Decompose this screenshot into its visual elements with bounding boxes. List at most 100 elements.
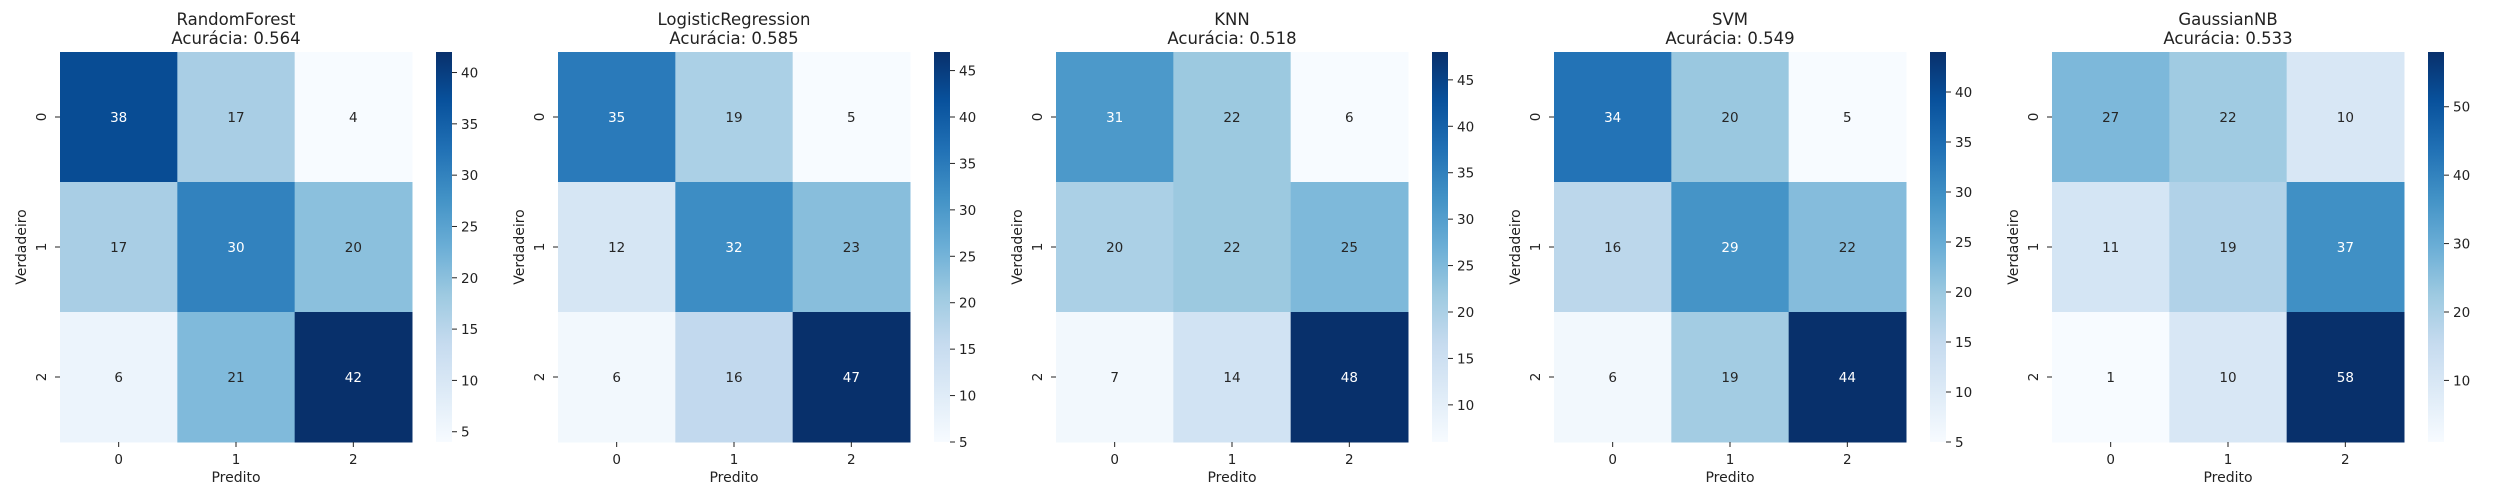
colorbar-tick-label: 25 <box>959 249 976 265</box>
cell-value-label: 22 <box>1223 240 1240 256</box>
colorbar-tick-label: 10 <box>959 389 976 405</box>
cell-value-label: 20 <box>345 240 362 256</box>
cell-value-label: 10 <box>2337 110 2354 126</box>
colorbar-tick-label: 5 <box>959 435 968 451</box>
chart-title-line-0: SVM <box>1712 10 1748 29</box>
heatmap-cell <box>675 52 794 183</box>
cell-value-label: 48 <box>1341 370 1358 386</box>
heatmap-cell <box>1671 312 1790 443</box>
chart-title-line-1: Acurácia: 0.533 <box>2163 29 2292 48</box>
cell-value-label: 16 <box>725 370 742 386</box>
heatmap-cell <box>1671 182 1790 313</box>
colorbar-tick-label: 40 <box>1955 85 1972 101</box>
x-tick-label: 0 <box>114 452 123 468</box>
heatmap-cell <box>1554 182 1672 313</box>
colorbar-tick-label: 25 <box>461 219 478 235</box>
heatmap-cell <box>177 182 296 313</box>
colorbar-tick-label: 25 <box>1955 235 1972 251</box>
cell-value-label: 16 <box>1604 240 1621 256</box>
heatmap-cell <box>177 52 296 183</box>
cell-value-label: 19 <box>725 110 742 126</box>
colorbar-tick-label: 50 <box>2453 100 2470 116</box>
colorbar-tick-label: 35 <box>1955 135 1972 151</box>
y-axis-label: Verdadeiro <box>1010 209 1026 284</box>
heatmap-cell <box>2286 52 2405 183</box>
cell-value-label: 37 <box>2337 240 2354 256</box>
colorbar <box>2428 52 2444 442</box>
heatmap-cell <box>1554 52 1672 183</box>
heatmap-cell <box>2169 312 2288 443</box>
x-tick-label: 2 <box>1843 452 1852 468</box>
cell-value-label: 6 <box>1608 370 1617 386</box>
y-tick-label: 0 <box>2026 113 2042 122</box>
chart-title-line-0: GaussianNB <box>2178 10 2277 29</box>
colorbar-tick-label: 5 <box>461 425 470 441</box>
y-axis-label: Verdadeiro <box>1508 209 1524 284</box>
y-tick-label: 2 <box>2026 373 2042 382</box>
y-tick-label: 2 <box>532 373 548 382</box>
cell-value-label: 22 <box>1223 110 1240 126</box>
colorbar-tick-label: 10 <box>1955 385 1972 401</box>
y-tick-label: 0 <box>1528 113 1544 122</box>
heatmap-cell <box>2052 52 2170 183</box>
x-tick-label: 0 <box>2106 452 2115 468</box>
colorbar-tick-label: 15 <box>461 322 478 338</box>
x-tick-label: 1 <box>1726 452 1735 468</box>
y-tick-label: 1 <box>2026 243 2042 252</box>
colorbar-tick-label: 10 <box>461 373 478 389</box>
heatmap-cell <box>2169 52 2288 183</box>
x-tick-label: 1 <box>730 452 739 468</box>
heatmap-cell <box>558 52 676 183</box>
colorbar <box>1930 52 1946 442</box>
colorbar-tick-label: 15 <box>1457 351 1474 367</box>
cell-value-label: 4 <box>349 110 358 126</box>
cell-value-label: 7 <box>1110 370 1119 386</box>
chart-title-line-0: RandomForest <box>177 10 296 29</box>
cell-value-label: 6 <box>612 370 621 386</box>
cell-value-label: 22 <box>2219 110 2236 126</box>
x-tick-label: 1 <box>2224 452 2233 468</box>
cell-value-label: 34 <box>1604 110 1621 126</box>
colorbar-tick-label: 40 <box>1457 119 1474 135</box>
heatmap-cell <box>1290 52 1409 183</box>
heatmap-cell <box>792 182 911 313</box>
colorbar-tick-label: 20 <box>959 296 976 312</box>
cell-value-label: 6 <box>1345 110 1354 126</box>
y-tick-label: 2 <box>34 373 50 382</box>
cell-value-label: 25 <box>1341 240 1358 256</box>
heatmap-cell <box>675 312 794 443</box>
y-tick-label: 1 <box>34 243 50 252</box>
colorbar-tick-label: 30 <box>1457 212 1474 228</box>
x-tick-label: 0 <box>1608 452 1617 468</box>
colorbar-tick-label: 15 <box>1955 335 1972 351</box>
colorbar-tick-label: 20 <box>1955 285 1972 301</box>
heatmap-cell <box>1788 52 1907 183</box>
chart-title-line-1: Acurácia: 0.564 <box>171 29 300 48</box>
heatmap-cell <box>2286 182 2405 313</box>
cell-value-label: 29 <box>1721 240 1738 256</box>
heatmap-cell <box>60 52 178 183</box>
y-axis-label: Verdadeiro <box>512 209 528 284</box>
y-tick-label: 2 <box>1030 373 1046 382</box>
cell-value-label: 14 <box>1223 370 1240 386</box>
heatmap-cell <box>294 52 413 183</box>
colorbar-tick-label: 20 <box>461 271 478 287</box>
colorbar <box>934 52 950 442</box>
x-tick-label: 2 <box>2341 452 2350 468</box>
cell-value-label: 6 <box>114 370 123 386</box>
cell-value-label: 27 <box>2102 110 2119 126</box>
heatmap-cell <box>792 52 911 183</box>
colorbar-tick-label: 15 <box>959 342 976 358</box>
heatmap-cell <box>1056 52 1174 183</box>
cell-value-label: 47 <box>843 370 860 386</box>
x-tick-label: 2 <box>349 452 358 468</box>
heatmap-cell <box>1290 182 1409 313</box>
colorbar-tick-label: 10 <box>2453 373 2470 389</box>
x-axis-label: Predito <box>211 470 260 486</box>
cell-value-label: 23 <box>843 240 860 256</box>
cell-value-label: 44 <box>1839 370 1856 386</box>
chart-title-line-1: Acurácia: 0.549 <box>1665 29 1794 48</box>
chart-title-line-0: LogisticRegression <box>657 10 810 29</box>
colorbar-tick-label: 45 <box>959 64 976 80</box>
